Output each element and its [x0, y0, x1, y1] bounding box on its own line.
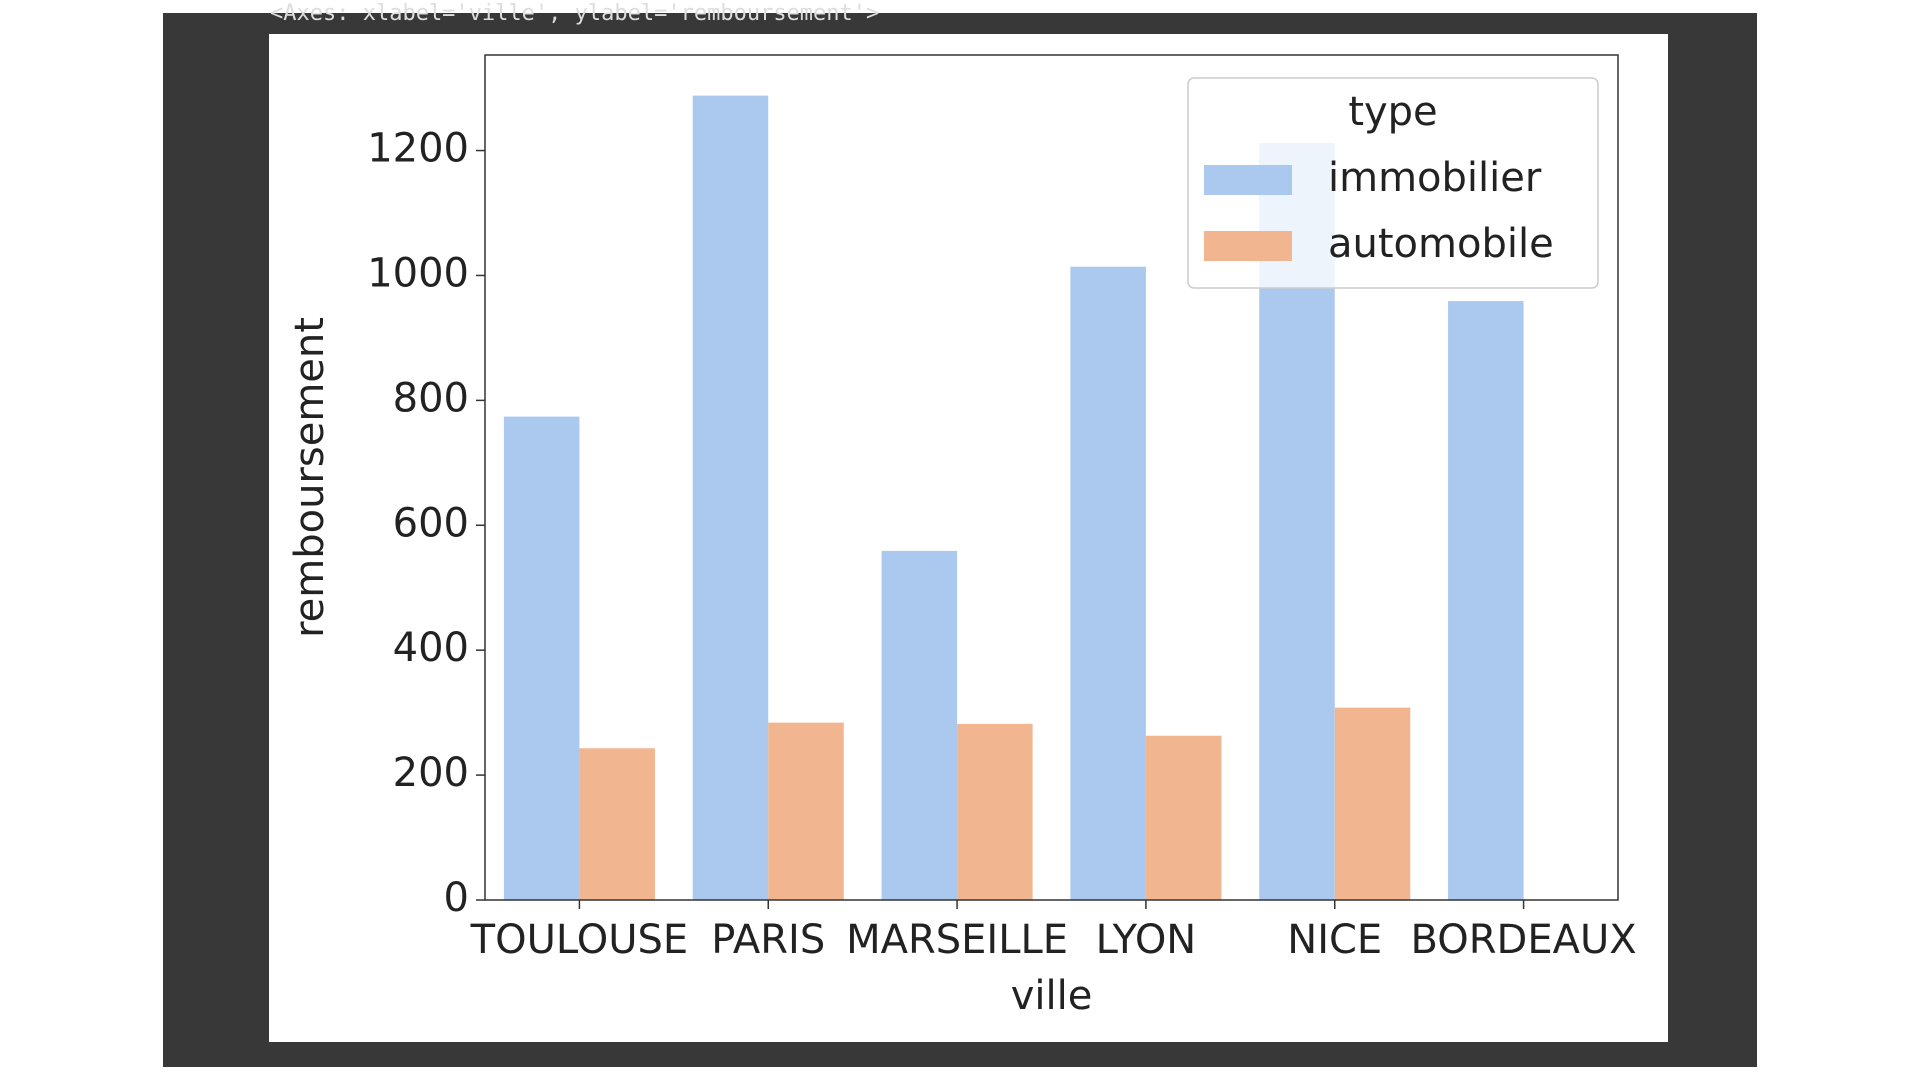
- x-tick-label: TOULOUSE: [470, 917, 688, 963]
- bar: [881, 550, 958, 900]
- y-tick-label: 0: [444, 875, 469, 921]
- legend-swatch: [1204, 231, 1292, 261]
- x-tick-label: NICE: [1287, 917, 1382, 963]
- output-text: <Axes: xlabel='ville', ylabel='rembourse…: [270, 1, 879, 26]
- x-tick-label: BORDEAUX: [1411, 917, 1637, 963]
- legend-title: type: [1348, 89, 1437, 135]
- legend-label: immobilier: [1328, 155, 1542, 201]
- x-axis-label: ville: [1011, 973, 1093, 1019]
- bar: [1145, 735, 1222, 900]
- x-tick-label: LYON: [1096, 917, 1197, 963]
- bar: [957, 723, 1033, 900]
- legend-swatch: [1204, 165, 1292, 195]
- bar: [579, 748, 655, 900]
- bar: [503, 416, 580, 900]
- bar: [1448, 301, 1524, 900]
- axes-frame: [484, 54, 1619, 901]
- y-tick-label: 1000: [367, 250, 469, 296]
- y-tick-label: 200: [393, 750, 469, 796]
- y-axis-label: remboursement: [287, 317, 333, 638]
- y-tick-label: 800: [393, 375, 469, 421]
- bar: [1070, 266, 1146, 901]
- bar: [692, 95, 769, 900]
- y-tick-label: 600: [393, 500, 469, 546]
- bar: [1334, 707, 1411, 900]
- y-tick-label: 1200: [367, 126, 469, 172]
- y-tick-label: 400: [393, 625, 469, 671]
- x-tick-label: PARIS: [711, 917, 825, 963]
- chart: 0 200 400 600 800 1000 1200 TOULOUSE PARIS MARSEI…: [287, 54, 1637, 1019]
- bar: [768, 722, 844, 900]
- legend-label: automobile: [1328, 221, 1554, 267]
- x-tick-label: MARSEILLE: [846, 917, 1068, 963]
